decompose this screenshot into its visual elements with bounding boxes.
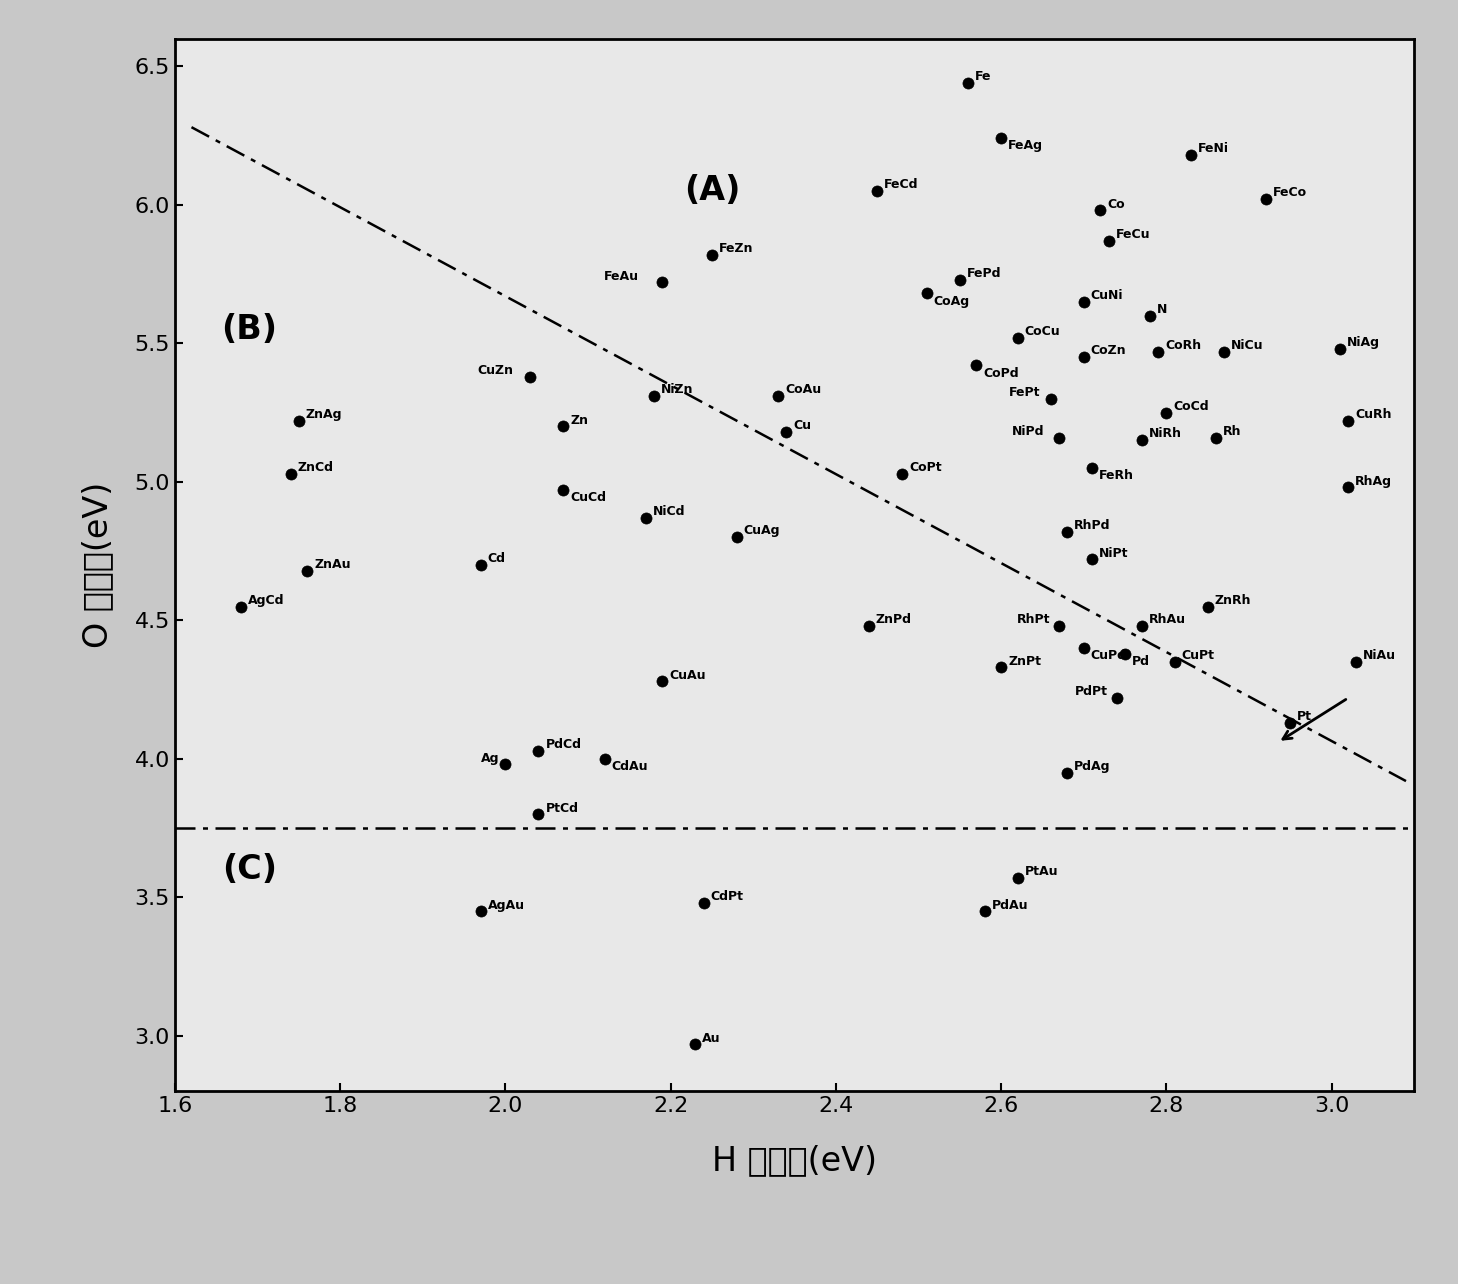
Text: Rh: Rh [1223, 425, 1241, 438]
Text: FePt: FePt [1009, 386, 1041, 399]
Text: CdPt: CdPt [710, 890, 744, 903]
Text: NiRh: NiRh [1149, 428, 1181, 440]
Text: RhPt: RhPt [1018, 614, 1051, 627]
Text: FeZn: FeZn [719, 241, 754, 254]
Text: CuPt: CuPt [1181, 650, 1215, 663]
Text: (B): (B) [222, 313, 277, 345]
Text: PdCd: PdCd [545, 738, 582, 751]
Text: CdAu: CdAu [611, 760, 647, 773]
Text: CoAg: CoAg [933, 294, 970, 308]
Text: FeCu: FeCu [1115, 229, 1150, 241]
Text: Zn: Zn [570, 413, 588, 426]
Text: CoPd: CoPd [983, 366, 1019, 380]
Text: Co: Co [1107, 198, 1126, 211]
Text: Cu: Cu [793, 419, 811, 433]
Text: N: N [1156, 303, 1168, 316]
Text: CoZn: CoZn [1091, 344, 1127, 357]
Text: ZnAu: ZnAu [313, 557, 350, 570]
Text: PdPt: PdPt [1075, 686, 1108, 698]
Text: CuRh: CuRh [1354, 408, 1391, 421]
Text: FePd: FePd [967, 267, 1002, 280]
Text: ZnRh: ZnRh [1215, 593, 1251, 607]
Text: PdAg: PdAg [1075, 760, 1111, 773]
Text: ZnPt: ZnPt [1007, 655, 1041, 668]
Text: RhPd: RhPd [1075, 519, 1111, 532]
Text: NiAg: NiAg [1347, 336, 1379, 349]
Text: AgAu: AgAu [487, 899, 525, 912]
Text: CuNi: CuNi [1091, 289, 1123, 302]
Text: CuCd: CuCd [570, 492, 607, 505]
Text: CoCu: CoCu [1025, 325, 1060, 338]
Text: NiCu: NiCu [1231, 339, 1264, 352]
Text: FeNi: FeNi [1198, 143, 1229, 155]
Text: NiPd: NiPd [1012, 425, 1044, 438]
Text: RhAu: RhAu [1149, 614, 1185, 627]
Text: Au: Au [703, 1031, 720, 1044]
Text: ZnPd: ZnPd [876, 614, 911, 627]
Text: Cd: Cd [487, 552, 506, 565]
Text: ZnAg: ZnAg [306, 408, 343, 421]
Text: CuPd: CuPd [1091, 650, 1127, 663]
Text: CoCd: CoCd [1174, 399, 1209, 412]
Text: FeCo: FeCo [1273, 186, 1306, 199]
Text: (C): (C) [222, 854, 277, 886]
Text: PtAu: PtAu [1025, 865, 1059, 878]
Text: CuZn: CuZn [477, 363, 513, 376]
Text: FeAu: FeAu [604, 270, 639, 282]
Text: ZnCd: ZnCd [297, 461, 334, 474]
Text: FeCd: FeCd [884, 178, 919, 191]
Text: CoAu: CoAu [784, 383, 821, 397]
X-axis label: H 结合能(eV): H 结合能(eV) [712, 1144, 878, 1177]
Text: Pd: Pd [1131, 655, 1150, 668]
Text: CoRh: CoRh [1165, 339, 1201, 352]
Text: CoPt: CoPt [908, 461, 942, 474]
Text: PtCd: PtCd [545, 801, 579, 814]
Text: Pt: Pt [1298, 710, 1312, 723]
Text: Ag: Ag [481, 751, 499, 765]
Text: PdAu: PdAu [991, 899, 1028, 912]
Y-axis label: O 结合能(eV): O 结合能(eV) [80, 482, 114, 648]
Text: Fe: Fe [975, 71, 991, 83]
Text: (A): (A) [684, 175, 741, 208]
Text: NiCd: NiCd [653, 505, 685, 517]
Text: CuAg: CuAg [744, 524, 780, 538]
Text: FeRh: FeRh [1099, 469, 1134, 482]
Text: CuAu: CuAu [669, 669, 706, 682]
Text: FeAg: FeAg [1007, 140, 1042, 153]
Text: NiPt: NiPt [1099, 547, 1128, 560]
Text: AgCd: AgCd [248, 593, 284, 607]
Text: NiAu: NiAu [1363, 650, 1397, 663]
Text: RhAg: RhAg [1354, 475, 1392, 488]
Text: NiZn: NiZn [660, 383, 694, 397]
